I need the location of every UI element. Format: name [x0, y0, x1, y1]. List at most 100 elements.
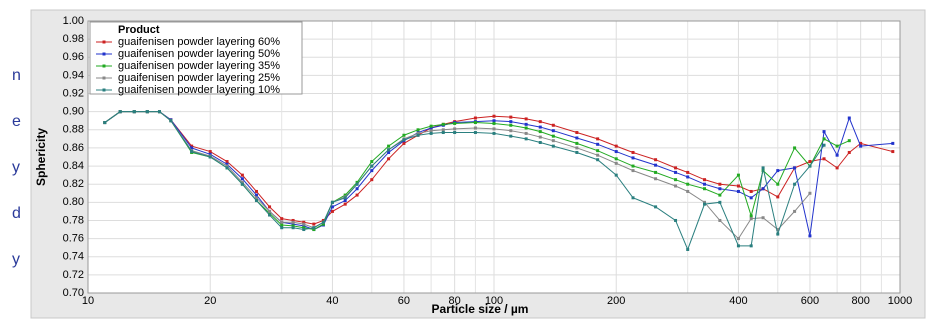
- data-point: [441, 131, 445, 135]
- x-tick-label: 800: [851, 295, 869, 307]
- data-point: [654, 158, 658, 162]
- data-point: [596, 153, 600, 157]
- data-point: [312, 226, 316, 230]
- data-point: [524, 117, 528, 121]
- y-tick-label: 0.72: [63, 269, 84, 281]
- data-point: [509, 115, 513, 119]
- data-point: [370, 169, 374, 173]
- data-point: [575, 146, 579, 150]
- data-point: [492, 127, 496, 131]
- data-point: [575, 141, 579, 145]
- data-point: [254, 196, 258, 200]
- data-point: [793, 182, 797, 186]
- data-point: [551, 144, 555, 148]
- y-tick-label: 0.96: [63, 51, 84, 63]
- data-point: [524, 131, 528, 135]
- data-point: [614, 150, 618, 154]
- data-point: [847, 116, 851, 120]
- margin-text: n e y d y: [12, 67, 21, 268]
- data-point: [509, 134, 513, 138]
- data-point: [492, 131, 496, 135]
- data-point: [302, 222, 306, 226]
- legend-label: guaifenisen powder layering 50%: [118, 48, 280, 60]
- data-point: [321, 220, 325, 224]
- y-tick-label: 0.86: [63, 142, 84, 154]
- data-point: [473, 121, 477, 125]
- data-point: [654, 170, 658, 174]
- data-point: [808, 164, 812, 168]
- data-point: [736, 237, 740, 241]
- data-point: [343, 202, 347, 206]
- data-point: [225, 164, 229, 168]
- data-point: [509, 123, 513, 127]
- data-point: [575, 150, 579, 154]
- data-point: [736, 184, 740, 188]
- data-point: [674, 178, 678, 182]
- data-point: [387, 144, 391, 148]
- legend-marker: [102, 64, 106, 68]
- data-point: [761, 166, 765, 170]
- data-point: [268, 213, 272, 217]
- data-point: [835, 144, 839, 148]
- data-point: [387, 148, 391, 152]
- data-point: [103, 121, 107, 125]
- data-point: [370, 160, 374, 164]
- data-point: [776, 182, 780, 186]
- data-point: [538, 130, 542, 134]
- data-point: [793, 166, 797, 170]
- x-tick-label: 200: [607, 295, 625, 307]
- legend-marker: [102, 76, 106, 80]
- data-point: [132, 110, 136, 114]
- data-point: [453, 131, 457, 135]
- y-tick-label: 0.88: [63, 124, 84, 136]
- data-point: [808, 234, 812, 238]
- data-point: [749, 244, 753, 248]
- data-point: [302, 226, 306, 230]
- data-point: [254, 189, 258, 193]
- x-tick-label: 100: [485, 295, 503, 307]
- data-point: [749, 196, 753, 200]
- data-point: [749, 214, 753, 218]
- legend-title: Product: [118, 24, 160, 36]
- data-point: [703, 178, 707, 182]
- data-point: [157, 110, 161, 114]
- data-point: [674, 218, 678, 222]
- data-point: [749, 217, 753, 221]
- data-point: [631, 164, 635, 168]
- data-point: [312, 228, 316, 232]
- data-point: [674, 166, 678, 170]
- data-point: [509, 120, 513, 124]
- data-point: [793, 146, 797, 150]
- data-point: [538, 125, 542, 129]
- data-point: [509, 129, 513, 133]
- data-point: [280, 226, 284, 230]
- data-point: [654, 163, 658, 167]
- data-point: [208, 152, 212, 156]
- data-point: [524, 122, 528, 126]
- y-tick-label: 0.74: [63, 251, 84, 263]
- data-point: [596, 137, 600, 141]
- legend-label: guaifenisen powder layering 10%: [118, 84, 280, 96]
- data-point: [240, 177, 244, 181]
- data-point: [240, 180, 244, 184]
- margin-letter: y: [12, 251, 20, 268]
- data-point: [551, 129, 555, 133]
- data-point: [703, 200, 707, 204]
- data-point: [761, 216, 765, 220]
- data-point: [330, 209, 334, 213]
- data-point: [749, 189, 753, 193]
- data-point: [538, 140, 542, 144]
- data-point: [703, 202, 707, 206]
- data-point: [859, 141, 863, 145]
- legend-label: guaifenisen powder layering 35%: [118, 60, 280, 72]
- data-point: [453, 127, 457, 131]
- data-point: [473, 131, 477, 135]
- data-point: [291, 224, 295, 228]
- data-point: [330, 200, 334, 204]
- data-point: [355, 193, 359, 197]
- data-point: [776, 228, 780, 232]
- data-point: [169, 119, 173, 123]
- data-point: [674, 184, 678, 188]
- data-point: [145, 110, 149, 114]
- data-point: [240, 182, 244, 186]
